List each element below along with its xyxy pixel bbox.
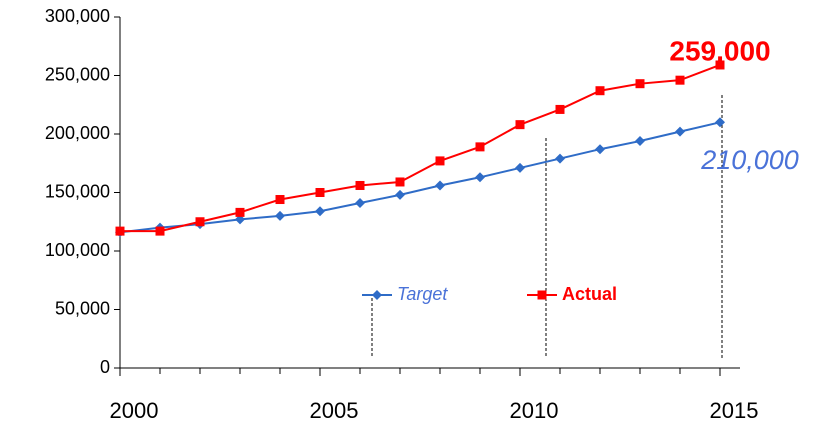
- marker: [355, 180, 365, 190]
- y-tick-label: 250,000: [45, 64, 110, 84]
- x-tick-label: 2010: [510, 398, 559, 423]
- marker: [635, 79, 645, 89]
- marker: [715, 60, 725, 70]
- marker: [595, 144, 605, 155]
- marker: [675, 126, 685, 137]
- marker: [195, 217, 205, 227]
- marker: [395, 177, 405, 187]
- marker: [555, 104, 565, 114]
- annotation: 259,000: [669, 35, 770, 66]
- marker: [595, 86, 605, 96]
- marker: [395, 189, 405, 200]
- marker: [315, 206, 325, 217]
- marker: [235, 214, 245, 225]
- y-tick-label: 100,000: [45, 240, 110, 260]
- y-tick-label: 50,000: [55, 298, 110, 318]
- marker: [315, 188, 325, 197]
- legend-marker: [537, 290, 547, 300]
- marker: [155, 226, 165, 236]
- y-tick-label: 300,000: [45, 6, 110, 26]
- marker: [475, 142, 485, 152]
- marker: [715, 117, 725, 128]
- legend-label: Target: [397, 284, 448, 304]
- marker: [115, 226, 125, 236]
- annotation: 210,000: [700, 145, 799, 175]
- x-tick-label: 2005: [310, 398, 359, 423]
- x-tick-label: 2015: [710, 398, 759, 423]
- marker: [675, 75, 685, 85]
- x-tick-label: 2000: [110, 398, 159, 423]
- marker: [475, 172, 485, 183]
- marker: [275, 195, 285, 205]
- marker: [435, 180, 445, 191]
- series-line: [119, 121, 721, 234]
- legend-marker: [372, 290, 382, 300]
- marker: [235, 207, 245, 217]
- y-tick-label: 150,000: [45, 181, 110, 201]
- marker: [555, 153, 565, 164]
- y-tick-label: 200,000: [45, 123, 110, 143]
- marker: [435, 156, 445, 166]
- y-tick-label: 0: [100, 357, 110, 377]
- marker: [635, 136, 645, 147]
- marker: [355, 198, 365, 209]
- marker: [275, 210, 285, 221]
- series-line: [120, 64, 721, 233]
- marker: [515, 120, 525, 130]
- legend-label: Actual: [562, 284, 617, 304]
- marker: [515, 162, 525, 173]
